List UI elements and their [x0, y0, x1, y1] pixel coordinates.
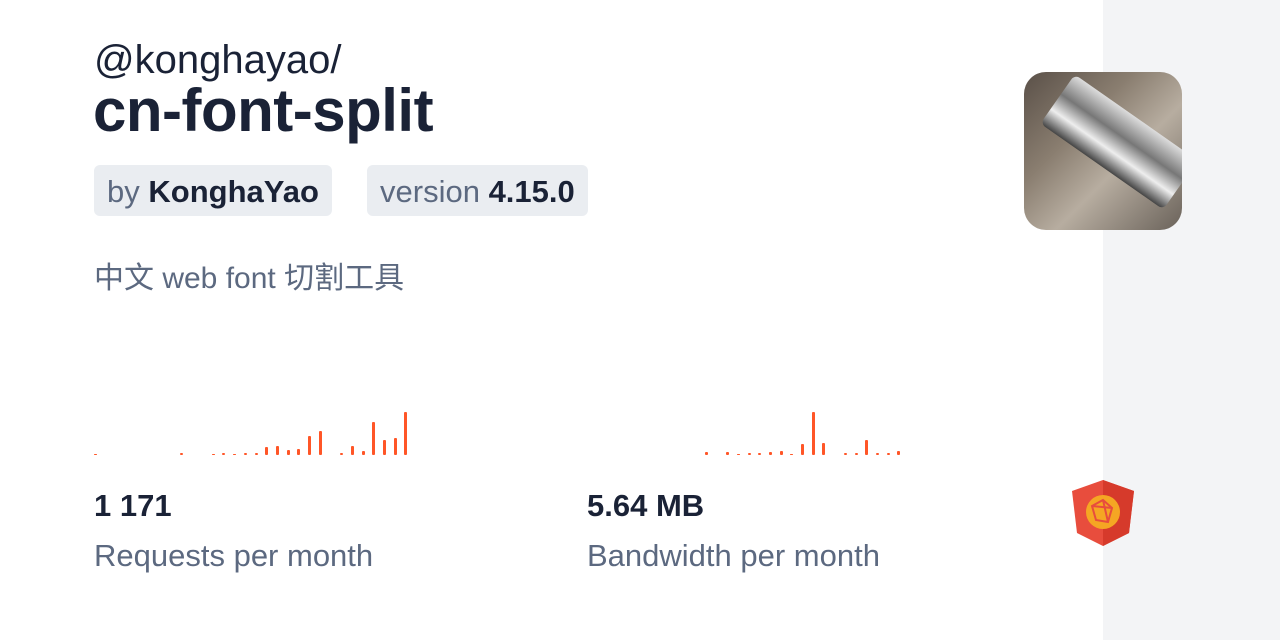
chart-bar — [897, 450, 901, 455]
chart-bar — [275, 445, 279, 455]
package-scope: @konghayao/ — [94, 38, 342, 82]
chart-bar — [382, 440, 386, 455]
chart-bar — [308, 435, 311, 455]
version-badge: version 4.15.0 — [367, 165, 588, 216]
version-prefix: version — [380, 174, 480, 209]
bandwidth-label: Bandwidth per month — [587, 538, 880, 573]
chart-bar — [822, 442, 826, 455]
chart-bar — [265, 446, 269, 455]
chart-bar — [233, 453, 237, 455]
harmonica-avatar-icon — [1024, 72, 1182, 230]
chart-bar — [318, 430, 322, 455]
chart-bar — [286, 449, 290, 455]
chart-bar — [361, 450, 365, 455]
chart-bar — [372, 421, 376, 455]
chart-bar — [704, 452, 708, 455]
chart-bar — [179, 453, 183, 455]
chart-bar — [94, 453, 97, 455]
chart-bar — [254, 453, 258, 455]
chart-bar — [875, 453, 879, 455]
jsdelivr-logo-icon — [1072, 480, 1134, 546]
version-number: 4.15.0 — [488, 174, 575, 209]
chart-bar — [222, 453, 226, 455]
chart-bar — [350, 445, 354, 455]
chart-bar — [211, 453, 215, 455]
requests-value: 1 171 — [94, 488, 172, 523]
chart-bar — [758, 452, 762, 455]
chart-bar — [886, 453, 890, 455]
chart-bar — [854, 453, 858, 455]
chart-bar — [243, 453, 247, 455]
package-description: 中文 web font 切割工具 — [94, 262, 405, 295]
chart-bar — [811, 412, 815, 455]
chart-bar — [297, 448, 301, 455]
package-name: cn-font-split — [93, 77, 434, 144]
author-prefix: by — [107, 174, 140, 209]
chart-bar — [726, 451, 730, 455]
chart-bar — [790, 453, 794, 455]
bandwidth-value: 5.64 MB — [587, 488, 705, 523]
chart-bar — [340, 453, 344, 455]
chart-bar — [801, 443, 804, 455]
chart-bar — [736, 453, 740, 455]
author-name: KonghaYao — [148, 174, 319, 209]
requests-label: Requests per month — [94, 538, 374, 573]
chart-bar — [404, 412, 408, 455]
chart-bar — [768, 451, 772, 455]
chart-bar — [747, 453, 751, 455]
chart-bar — [779, 450, 783, 455]
chart-bar — [843, 453, 847, 455]
chart-bar — [393, 438, 397, 455]
author-badge: by KonghaYao — [94, 165, 332, 216]
bandwidth-chart — [587, 405, 907, 455]
chart-bar — [865, 439, 869, 455]
requests-chart — [94, 405, 414, 455]
